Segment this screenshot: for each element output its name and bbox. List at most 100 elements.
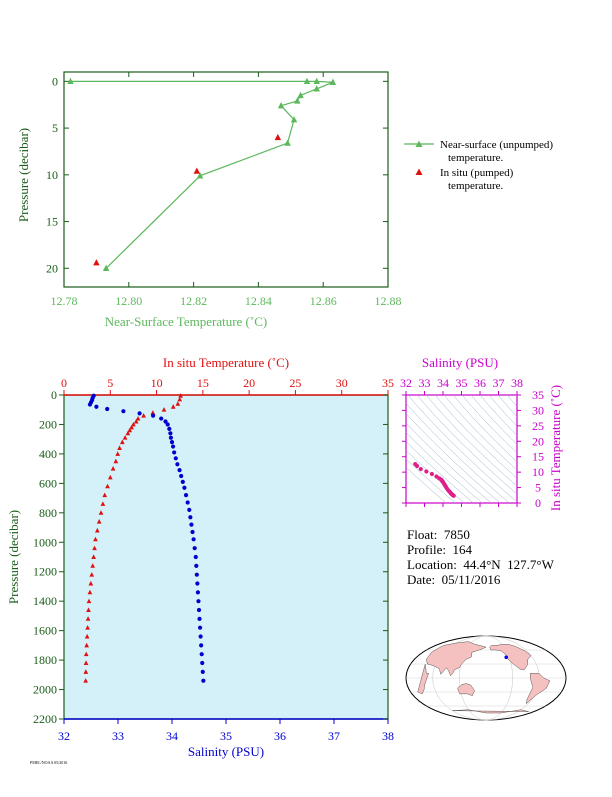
pressure-tick-label: 600 xyxy=(39,476,57,490)
unpumped-point xyxy=(329,78,337,85)
salinity-point xyxy=(163,419,168,424)
salinity-point xyxy=(170,444,176,449)
unpumped-point xyxy=(67,77,74,85)
temperature-point xyxy=(86,607,91,612)
temperature-tick-label: 35 xyxy=(382,376,394,390)
temperature-ticks: 0 5 10 15 20 25 30 35 xyxy=(61,376,394,395)
salinity-tick-label: 35 xyxy=(220,729,232,743)
temperature-tick-label: 20 xyxy=(243,376,255,390)
pressure-tick-label: 1600 xyxy=(33,624,57,638)
ts-points xyxy=(413,462,456,498)
map-land-south-america xyxy=(525,673,551,705)
density-contour xyxy=(497,395,517,418)
temperature-point xyxy=(105,483,110,489)
unpumped-point xyxy=(196,172,204,179)
salinity-point xyxy=(177,468,182,473)
temperature-point xyxy=(100,501,106,506)
temperature-point xyxy=(83,669,89,674)
map-land xyxy=(417,641,551,714)
salinity-point xyxy=(180,479,185,484)
salinity-point xyxy=(194,563,199,568)
x-tick-label: 12.88 xyxy=(375,294,402,308)
ts-x-tick-label: 37 xyxy=(493,376,505,390)
near-surface-x-ticks: 12.78 12.80 12.82 12.84 12.86 12.88 xyxy=(51,72,402,308)
salinity-point xyxy=(167,426,172,431)
density-contour xyxy=(416,395,517,495)
pressure-tick-label: 800 xyxy=(39,506,57,520)
salinity-point xyxy=(200,669,205,674)
profile-number: Profile: 164 xyxy=(407,542,472,557)
salinity-point xyxy=(182,485,187,490)
temperature-point xyxy=(135,415,141,421)
salinity-point xyxy=(172,450,177,455)
unpumped-point xyxy=(313,77,320,85)
temperature-point xyxy=(161,407,167,412)
salinity-point xyxy=(199,643,204,648)
salinity-point xyxy=(151,413,156,418)
unpumped-point xyxy=(277,102,285,109)
temperature-point xyxy=(102,492,108,498)
pressure-tick-label: 400 xyxy=(39,447,57,461)
pressure-tick-label: 0 xyxy=(51,388,57,402)
near-surface-chart: 12.78 12.80 12.82 12.84 12.86 12.88 05101520 … xyxy=(16,71,402,329)
salinity-point xyxy=(196,599,201,604)
pressure-axis-label: Pressure (decibar) xyxy=(6,510,21,604)
temperature-point xyxy=(170,404,176,409)
temperature-point xyxy=(177,396,183,402)
temperature-point xyxy=(83,660,89,665)
temperature-point xyxy=(84,642,90,648)
ts-point xyxy=(418,466,423,472)
legend-pumped-marker xyxy=(415,168,423,175)
ts-x-tick-label: 34 xyxy=(437,376,449,390)
temperature-point xyxy=(175,401,181,406)
temperature-point xyxy=(88,580,94,586)
unpumped-point xyxy=(102,264,110,272)
unpumped-point xyxy=(290,116,298,123)
density-contour xyxy=(443,395,517,471)
salinity-point xyxy=(179,473,184,479)
salinity-ticks: 32 33 34 35 36 37 38 xyxy=(58,719,394,743)
salinity-tick-label: 33 xyxy=(112,729,124,743)
profile-frame xyxy=(63,394,389,720)
temperature-point xyxy=(85,625,90,630)
salinity-point xyxy=(197,625,203,630)
float-location-marker xyxy=(504,655,509,660)
date: Date: 05/11/2016 xyxy=(407,572,501,587)
density-contour xyxy=(406,422,492,503)
ts-point xyxy=(415,463,420,469)
salinity-tick-label: 32 xyxy=(58,729,70,743)
temperature-point xyxy=(178,393,183,398)
salinity-point xyxy=(199,652,204,657)
salinity-point xyxy=(168,435,174,440)
salinity-point xyxy=(94,404,99,409)
salinity-point xyxy=(194,572,199,577)
pumped-point xyxy=(193,167,201,174)
y-tick-label: 5 xyxy=(52,121,58,135)
ts-x-ticks: 32 33 34 35 36 37 38 xyxy=(400,376,523,507)
salinity-point xyxy=(189,522,194,527)
temperature-point xyxy=(89,572,95,577)
salinity-point xyxy=(168,431,173,436)
salinity-profile xyxy=(87,393,206,683)
pressure-tick-label: 2000 xyxy=(33,683,57,697)
pressure-tick-label: 1000 xyxy=(33,535,57,549)
salinity-point xyxy=(105,406,110,412)
y-tick-label: 20 xyxy=(46,261,58,275)
y-tick-label: 15 xyxy=(46,215,58,229)
temperature-point xyxy=(125,430,131,436)
temperature-point xyxy=(85,616,91,621)
salinity-point xyxy=(165,422,170,427)
map-land-australia xyxy=(457,683,475,696)
temperature-point xyxy=(98,510,104,515)
density-contour xyxy=(425,395,517,487)
salinity-axis-label: Salinity (PSU) xyxy=(188,744,264,759)
unpumped-point xyxy=(303,77,311,85)
pressure-tick-label: 2200 xyxy=(33,712,57,726)
ts-y-tick-label: 25 xyxy=(532,419,544,433)
temperature-point xyxy=(94,527,100,533)
world-map xyxy=(405,635,567,721)
map-land-north-america xyxy=(489,644,532,670)
pressure-ticks: 0 200 400 600 800 1000 1200 1400 1600 1800 2000 220… xyxy=(33,388,388,726)
